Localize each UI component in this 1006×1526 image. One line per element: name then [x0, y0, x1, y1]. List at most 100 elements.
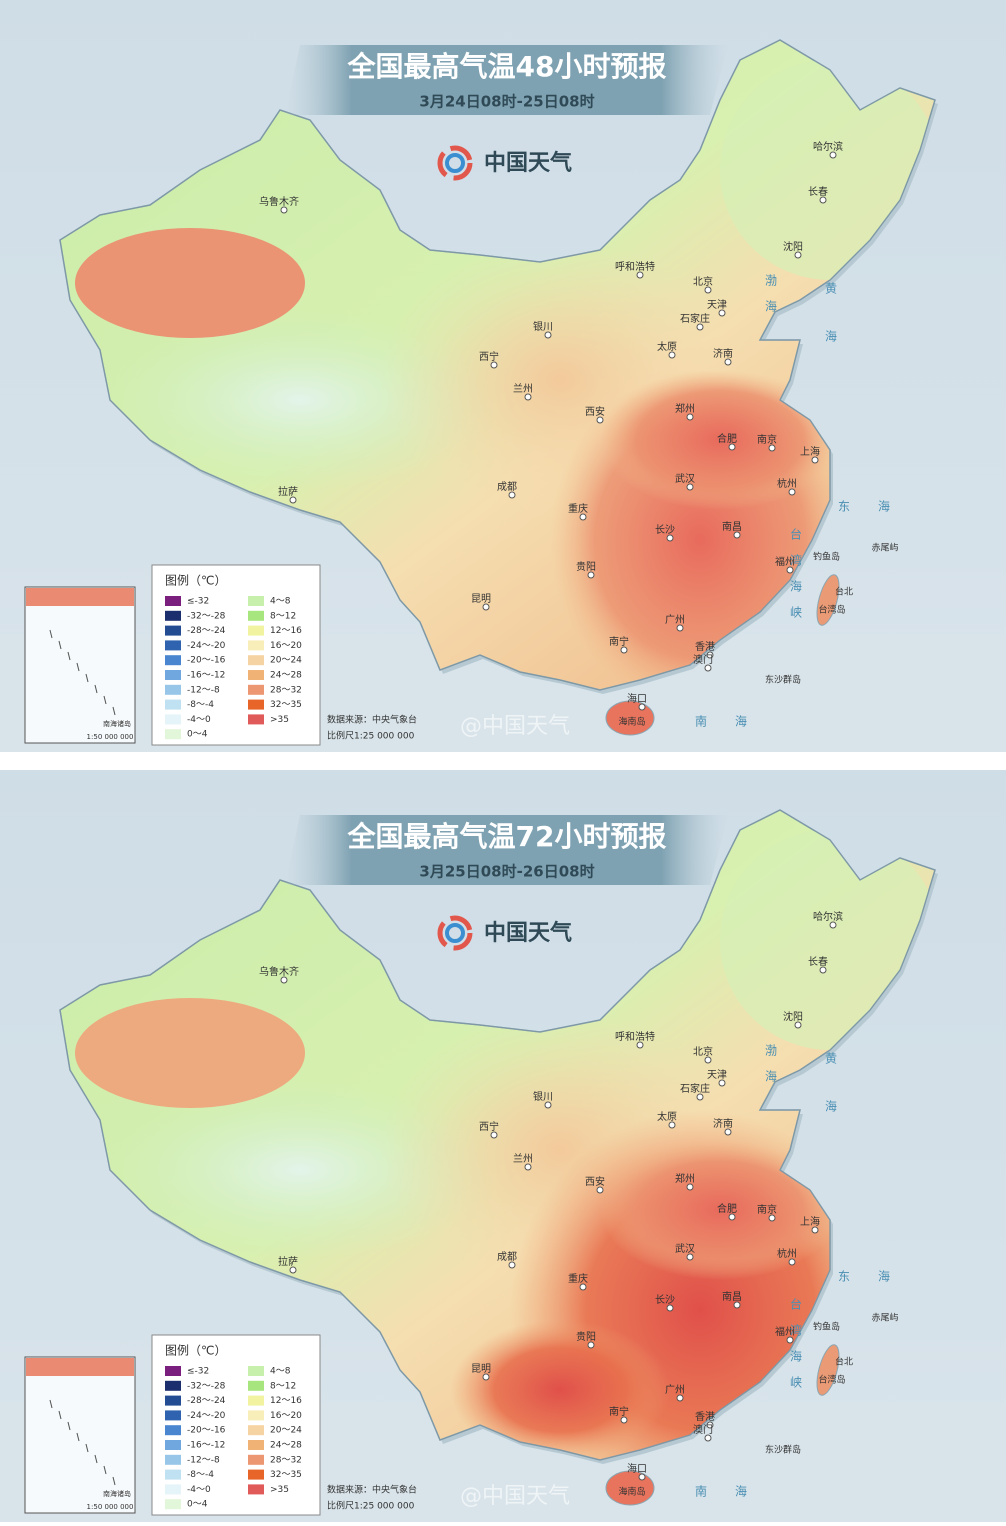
- inset-frame: [24, 586, 136, 744]
- city-label: 石家庄: [680, 312, 710, 325]
- city-label: 海口: [627, 1462, 647, 1475]
- legend-swatch: [165, 1454, 181, 1465]
- city-label: 银川: [533, 1090, 553, 1103]
- inset-boundary: [94, 1454, 98, 1464]
- city-label: 重庆: [568, 502, 588, 515]
- city-dot: [718, 1079, 726, 1087]
- city-label: 贵阳: [576, 1330, 596, 1343]
- city-dot: [811, 456, 819, 464]
- city-dot: [788, 488, 796, 496]
- city-label: 太原: [657, 1110, 677, 1123]
- legend-swatch: [248, 1454, 264, 1465]
- city-label: 郑州: [675, 1172, 695, 1185]
- city-dot: [704, 1434, 712, 1442]
- city-dot: [788, 1258, 796, 1266]
- city-dot: [704, 664, 712, 672]
- city-dot: [819, 196, 827, 204]
- city-label: 香港: [695, 641, 715, 653]
- city-label: 石家庄: [680, 1082, 710, 1095]
- city-dot: [794, 251, 802, 259]
- inset-boundary: [85, 1443, 89, 1453]
- city-label: 兰州: [513, 1152, 533, 1165]
- city-dot: [811, 1226, 819, 1234]
- legend-label: -16～-12: [187, 1441, 225, 1451]
- taiwan: [816, 1344, 840, 1396]
- city-dot: [544, 331, 552, 339]
- city-label: 西宁: [479, 350, 499, 363]
- city-label: 西宁: [479, 1120, 499, 1133]
- inset-scale: 1:50 000 000: [87, 733, 134, 741]
- legend-label: 20～24: [270, 1426, 302, 1436]
- city-label: 长沙: [655, 524, 675, 536]
- brand-name: 中国天气: [484, 920, 572, 946]
- brand-logo: [437, 145, 473, 181]
- inset-land: [26, 1358, 134, 1376]
- legend-swatch: [248, 655, 264, 666]
- city-label: 重庆: [568, 1272, 588, 1285]
- city-label: 南宁: [609, 635, 629, 648]
- legend-label: -28～-24: [187, 626, 226, 636]
- city-dot: [706, 1421, 714, 1429]
- legend-label: ≤-32: [187, 597, 209, 607]
- sea-label: 渤海: [764, 1044, 778, 1096]
- legend-swatch: [165, 640, 181, 651]
- city-dot: [706, 651, 714, 659]
- sea-label: 黄海: [824, 282, 838, 378]
- legend-swatch: [248, 670, 264, 680]
- legend-swatch: [165, 655, 181, 666]
- city-label: 乌鲁木齐: [259, 195, 299, 208]
- legend-label: 0～4: [187, 730, 208, 740]
- watermark: @中国天气: [460, 1484, 570, 1509]
- city-label: 贵阳: [576, 560, 596, 573]
- island-label: 钓鱼岛: [813, 1321, 840, 1333]
- city-dot: [704, 1056, 712, 1064]
- legend-swatch: [248, 714, 264, 725]
- legend-swatch: [165, 1410, 181, 1421]
- city-dot: [524, 393, 532, 401]
- map-subtitle: 3月25日08时-26日08时: [419, 863, 594, 881]
- inset-boundary: [49, 629, 53, 639]
- legend-swatch: [165, 729, 181, 740]
- legend-swatch: [248, 596, 264, 606]
- city-dot: [676, 624, 684, 632]
- legend-label: 32～35: [270, 700, 302, 710]
- legend-swatch: [165, 1499, 181, 1510]
- city-label: 呼和浩特: [615, 261, 655, 273]
- city-label: 乌鲁木齐: [259, 965, 299, 978]
- city-dot: [482, 603, 490, 611]
- legend-label: -20～-16: [187, 656, 226, 666]
- legend-swatch: [165, 1395, 181, 1406]
- city-dot: [587, 1341, 595, 1349]
- legend-swatch: [165, 610, 181, 621]
- city-label: 长春: [808, 956, 828, 968]
- legend-label: >35: [270, 715, 289, 725]
- city-dot: [724, 1128, 732, 1136]
- city-dot: [280, 976, 288, 984]
- legend-swatch: [165, 1366, 181, 1376]
- city-label: 南昌: [722, 1290, 742, 1303]
- city-dot: [686, 1183, 694, 1191]
- legend-swatch: [248, 1380, 264, 1391]
- legend-label: 24～28: [270, 1441, 302, 1451]
- legend-swatch: [248, 1469, 264, 1480]
- city-dot: [696, 323, 704, 331]
- city-label: 杭州: [777, 1247, 797, 1260]
- city-label: 兰州: [513, 382, 533, 395]
- city-dot: [620, 646, 628, 654]
- legend-label: ≤-32: [187, 1367, 209, 1377]
- legend-label: -8～-4: [187, 700, 214, 710]
- brand-name: 中国天气: [484, 150, 572, 176]
- legend-label: -4～0: [187, 1485, 211, 1495]
- legend-swatch: [248, 610, 264, 621]
- inset-boundary: [76, 1432, 80, 1442]
- inset-boundary: [58, 640, 62, 650]
- basin-heat: [75, 998, 305, 1108]
- city-label: 成都: [497, 481, 517, 493]
- central-heat: [600, 370, 840, 510]
- legend-box: [151, 1334, 321, 1516]
- legend-swatch: [248, 1366, 264, 1376]
- island-label: 赤尾屿: [871, 543, 898, 554]
- inset-boundary: [58, 1410, 62, 1420]
- legend-label: -12～-8: [187, 1455, 220, 1465]
- legend-label: -32～-28: [187, 1381, 226, 1391]
